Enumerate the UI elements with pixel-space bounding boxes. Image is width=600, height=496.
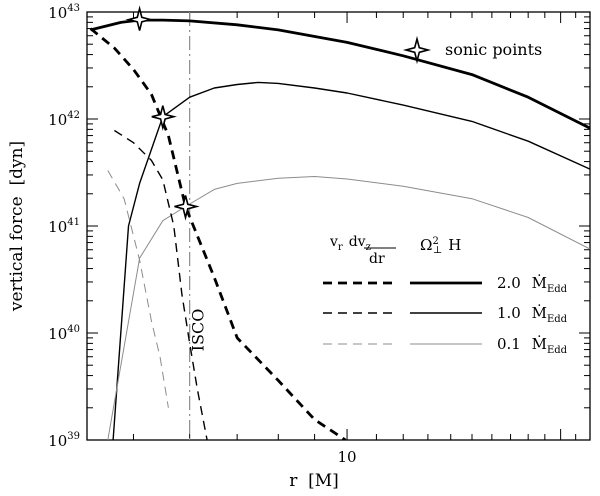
sonic-point-marker: [125, 5, 151, 31]
y-tick-label: 1043: [48, 3, 80, 22]
sonic-points-group: [125, 5, 200, 221]
legend-col2-header: Ω2 ⊥ H: [420, 236, 461, 256]
series-line-medium-dashed: [114, 129, 208, 440]
y-tick-label: 1039: [48, 431, 80, 450]
x-axis-label: r [M]: [289, 471, 339, 491]
star-icon: [402, 35, 432, 65]
legend-col1-denominator: dr: [369, 251, 385, 267]
series-line-medium-solid: [112, 81, 590, 440]
y-tick-label: 1041: [48, 217, 80, 236]
series-line-thick-solid: [90, 18, 590, 130]
x-tick-label: 10: [338, 448, 357, 466]
isco-label: ISCO: [189, 309, 208, 352]
y-axis-label: vertical force [dyn]: [7, 141, 27, 312]
sonic-legend-label: sonic points: [445, 40, 542, 59]
series-line-thin-solid: [107, 176, 590, 440]
sonic-point-marker: [151, 105, 177, 131]
legend-row-label: 2.0 ṀEdd: [497, 274, 568, 295]
legend-row-label: 0.1 ṀEdd: [497, 335, 568, 356]
series-group: [89, 18, 590, 440]
y-tick-label: 1040: [48, 324, 80, 343]
legend-col1-sub-r: r: [338, 242, 343, 253]
plot-frame: [86, 11, 591, 441]
legend-row-label: 1.0 ṀEdd: [497, 304, 568, 325]
axis-ticks: 1039 1040 1041 1042 1043 10: [48, 3, 591, 466]
legend-rows: 2.0 ṀEdd 1.0 ṀEdd 0.1 ṀEdd: [323, 274, 568, 356]
series-line-thick-dashed: [89, 27, 347, 440]
legend-col1-header: vrdvz: [329, 234, 371, 253]
sonic-point-marker: [174, 195, 200, 221]
series-line-thin-dashed: [107, 170, 169, 408]
y-tick-label: 1042: [48, 110, 80, 129]
